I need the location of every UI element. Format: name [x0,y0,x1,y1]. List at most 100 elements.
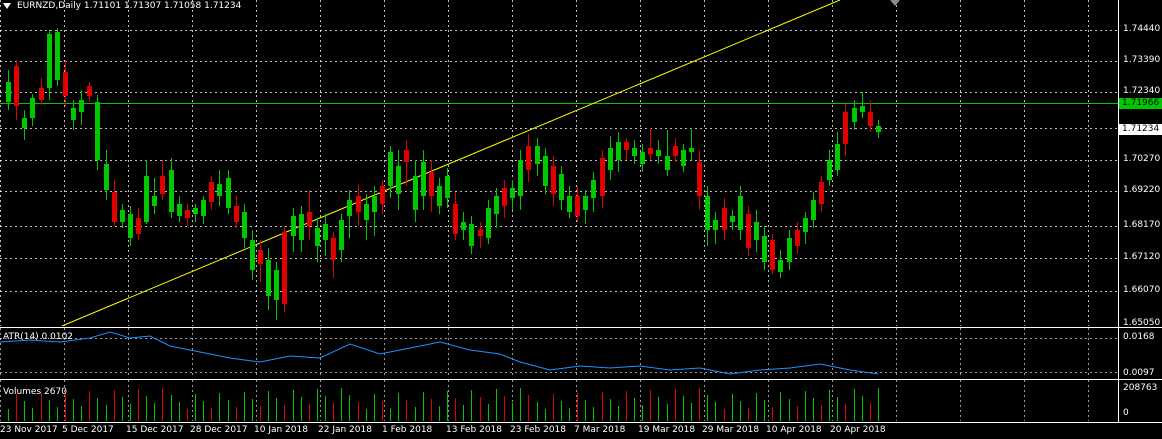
volumes-pane[interactable]: Volumes 2670 208763 0 [0,380,1162,423]
volume-tick: 0 [1123,408,1129,418]
candle-body [583,196,588,210]
hline-price-tag[interactable]: 1.71966 [1119,98,1162,109]
candle-body [315,228,320,246]
candle-body [461,222,466,230]
candle-body [429,172,434,196]
candle-body [144,176,149,222]
time-tick: 28 Dec 2017 [190,425,248,435]
candle-body [648,148,653,154]
volume-bars-group [8,388,879,421]
candle-body [152,196,157,206]
price-tick: 1.72340 [1123,86,1161,96]
candle-body [299,214,304,240]
candle-body [819,182,824,204]
candle-body [250,240,255,270]
volume-tick: 208763 [1123,383,1158,393]
atr-chart[interactable] [0,328,1162,380]
candle-body [632,148,637,156]
time-tick: 23 Nov 2017 [0,425,58,435]
candle-body [39,88,44,100]
candle-body [640,152,645,164]
candle-body [559,174,564,200]
candle-body [600,158,605,196]
candle-body [79,100,84,112]
candle-body [71,108,76,120]
symbol-label: EURNZD,Daily [17,1,81,11]
candle-body [14,66,19,106]
candle-body [567,196,572,212]
candle-body [852,108,857,122]
price-tick: 1.65050 [1123,318,1161,328]
volumes-chart[interactable] [0,380,1162,423]
candle-body [843,112,848,144]
candle-body [722,208,727,230]
candle-body [47,34,52,88]
time-tick: 15 Dec 2017 [126,425,184,435]
candle-body [282,232,287,304]
candle-body [22,118,27,128]
candle-body [730,216,735,222]
candle-body [242,212,247,238]
candle-body [860,106,865,112]
atr-pane[interactable]: ATR(14) 0.0102 0.0168 0.0097 [0,328,1162,380]
candle-body [510,188,515,198]
candle-body [169,170,174,212]
time-tick: 5 Dec 2017 [62,425,114,435]
candle-body [835,144,840,170]
candle-body [770,240,775,270]
candle-body [6,82,11,102]
time-tick: 20 Apr 2018 [830,425,886,435]
price-tick: 1.74440 [1123,24,1161,34]
candle-body [478,230,483,236]
candle-body [55,32,60,80]
candle-body [868,112,873,126]
ohlc-values: 1.71101 1.71307 1.71058 1.71234 [83,1,242,11]
time-tick: 22 Jan 2018 [318,425,372,435]
candle-body [713,220,718,230]
main-chart-pane[interactable]: EURNZD,Daily 1.71101 1.71307 1.71058 1.7… [0,0,1162,328]
candle-body [762,236,767,262]
candle-body [87,86,92,96]
candle-body [681,150,686,166]
candles-group [6,28,881,320]
candle-body [128,214,133,238]
candle-body [827,160,832,180]
candle-body [616,142,621,160]
price-tick: 1.67120 [1123,252,1161,262]
candle-body [591,180,596,198]
candle-body [396,166,401,194]
candle-body [665,156,670,170]
candle-body [274,270,279,300]
time-tick: 23 Feb 2018 [510,425,567,435]
candle-body [185,210,190,218]
candle-body [445,176,450,198]
chart-menu-icon[interactable] [3,3,11,9]
candle-body [30,98,35,118]
price-tick: 1.70270 [1123,154,1161,164]
candle-body [307,212,312,226]
candle-body [746,214,751,248]
atr-tick: 0.0168 [1123,332,1155,342]
price-chart[interactable] [0,0,1162,328]
candle-body [624,142,629,150]
sell-arrow-icon[interactable] [890,0,900,6]
current-price-tag: 1.71234 [1119,124,1162,135]
candle-body [787,238,792,262]
candle-body [673,146,678,156]
volumes-title: Volumes 2670 [3,387,67,397]
atr-line [0,331,879,375]
candle-body [339,220,344,250]
candle-body [778,260,783,272]
candle-body [217,184,222,196]
candle-body [136,218,141,234]
candle-body [226,178,231,208]
candle-body [356,196,361,212]
candle-body [234,206,239,222]
candle-body [193,208,198,214]
candle-body [535,146,540,164]
candle-body [608,148,613,170]
candle-body [177,204,182,216]
candle-body [95,102,100,160]
price-tick: 1.66070 [1123,285,1161,295]
